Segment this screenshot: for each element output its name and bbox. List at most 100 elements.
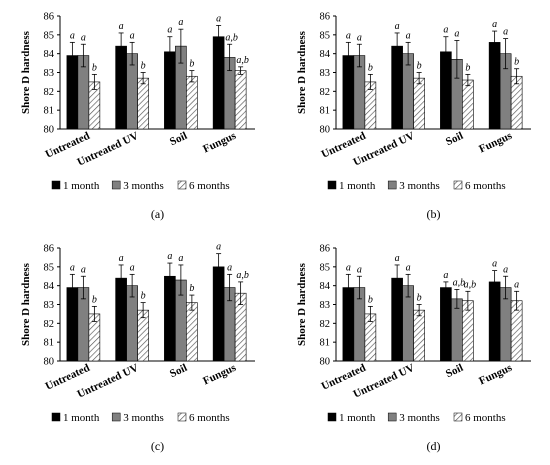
bar-6-months-untreated-uv: [413, 309, 425, 362]
significance-label: b: [92, 62, 97, 73]
y-tick-label: 80: [44, 357, 55, 368]
bar-6-months-fungus: [234, 70, 247, 130]
legend-label: 3 months: [399, 180, 440, 192]
significance-label: a: [167, 251, 172, 262]
significance-label: a: [119, 21, 124, 32]
legend-label: 1 month: [339, 412, 376, 424]
legend-swatch: [51, 412, 61, 422]
y-axis-title: Shore D hardness: [296, 262, 308, 346]
legend-label: 6 months: [465, 180, 506, 192]
y-tick-label: 85: [44, 262, 55, 273]
legend-label: 1 month: [63, 412, 100, 424]
y-tick-label: 80: [320, 357, 331, 368]
y-tick-label: 81: [320, 106, 331, 117]
significance-label: a: [406, 30, 411, 41]
legend-swatch: [177, 412, 187, 422]
legend-label: 6 months: [189, 412, 230, 424]
legend-swatch: [327, 412, 337, 422]
x-category-label: Fungus: [477, 362, 514, 388]
y-tick-label: 86: [320, 244, 331, 255]
significance-label: b: [92, 294, 97, 305]
significance-label: a: [395, 253, 400, 264]
significance-label: a: [454, 28, 459, 39]
significance-label: a: [119, 253, 124, 264]
y-tick-label: 86: [44, 12, 55, 23]
significance-label: a,b: [453, 277, 466, 288]
significance-label: a: [492, 19, 497, 30]
y-tick-label: 81: [44, 106, 55, 117]
y-tick-label: 83: [320, 300, 331, 311]
significance-label: a: [227, 262, 232, 273]
y-axis-title: Shore D hardness: [20, 262, 32, 346]
x-category-label: Soil: [444, 130, 465, 148]
bar-1-month-fungus: [212, 36, 225, 130]
y-tick-label: 84: [320, 49, 331, 60]
significance-label: a: [216, 13, 221, 24]
legend-label: 6 months: [189, 180, 230, 192]
legend-swatch: [327, 180, 337, 190]
bar-6-months-soil: [186, 75, 198, 130]
legend-swatch: [111, 412, 121, 422]
panel-label: (a): [151, 207, 164, 221]
significance-label: a,b: [225, 32, 238, 43]
bar-1-month-fungus: [212, 266, 225, 362]
significance-label: b: [417, 293, 422, 304]
legend-swatch: [453, 180, 463, 190]
y-tick-label: 82: [320, 87, 331, 98]
y-tick-label: 81: [320, 338, 331, 349]
significance-label: a: [178, 253, 183, 264]
x-category-label: Soil: [168, 362, 189, 380]
panel-label: (c): [151, 439, 164, 453]
significance-label: b: [368, 294, 373, 305]
bar-1-month-fungus: [488, 281, 501, 362]
significance-label: a: [395, 21, 400, 32]
significance-label: a,b: [236, 270, 249, 281]
significance-label: a: [503, 264, 508, 275]
y-tick-label: 81: [44, 338, 55, 349]
bar-6-months-untreated-uv: [137, 77, 149, 130]
significance-label: b: [141, 61, 146, 72]
y-tick-label: 85: [320, 262, 331, 273]
significance-label: b: [465, 62, 470, 73]
y-tick-label: 84: [44, 281, 55, 292]
legend-swatch: [177, 180, 187, 190]
x-category-label: Fungus: [201, 130, 238, 156]
significance-label: b: [417, 61, 422, 72]
significance-label: a: [81, 264, 86, 275]
significance-label: a: [357, 32, 362, 43]
significance-label: b: [514, 57, 519, 68]
legend-swatch: [51, 180, 61, 190]
significance-label: a: [130, 30, 135, 41]
y-tick-label: 82: [44, 87, 55, 98]
panel-label: (d): [427, 439, 441, 453]
significance-label: a: [514, 279, 519, 290]
y-tick-label: 83: [44, 300, 55, 311]
significance-label: b: [189, 59, 194, 70]
legend-label: 3 months: [399, 412, 440, 424]
significance-label: a: [443, 270, 448, 281]
legend-swatch: [111, 180, 121, 190]
y-tick-label: 82: [320, 319, 331, 330]
legend-label: 6 months: [465, 412, 506, 424]
y-tick-label: 83: [320, 68, 331, 79]
legend-swatch: [387, 180, 397, 190]
significance-label: a: [357, 264, 362, 275]
significance-label: b: [141, 291, 146, 302]
x-category-label: Fungus: [201, 362, 238, 388]
x-category-label: Soil: [168, 130, 189, 148]
y-tick-label: 86: [320, 12, 331, 23]
legend-swatch: [453, 412, 463, 422]
y-tick-label: 84: [320, 281, 331, 292]
significance-label: a: [70, 30, 75, 41]
significance-label: a: [216, 242, 221, 253]
legend-label: 3 months: [123, 412, 164, 424]
legend-label: 1 month: [339, 180, 376, 192]
significance-label: a: [346, 30, 351, 41]
bar-1-month-soil: [440, 287, 452, 362]
significance-label: a: [167, 25, 172, 36]
x-category-label: Soil: [444, 362, 465, 380]
bar-6-months-soil: [462, 79, 474, 130]
